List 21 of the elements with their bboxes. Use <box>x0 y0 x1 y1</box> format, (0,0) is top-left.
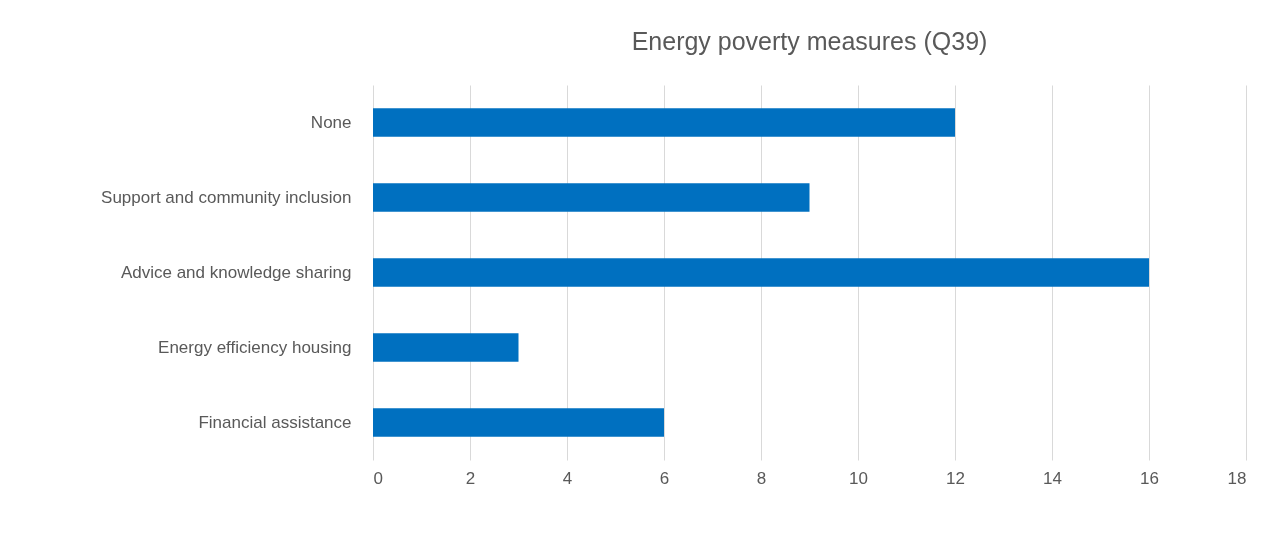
x-tick-label: 16 <box>1140 468 1159 488</box>
x-tick-label: 4 <box>562 468 573 488</box>
x-tick-label: 0 <box>373 468 383 488</box>
x-tick-label: 2 <box>465 468 476 488</box>
x-tick-label: 8 <box>756 468 767 488</box>
bar <box>373 333 519 362</box>
chart-title: Energy poverty measures (Q39) <box>631 27 988 55</box>
y-tick-label: None <box>310 112 352 132</box>
x-tick-label: 10 <box>849 468 868 488</box>
x-tick-label: 18 <box>1227 468 1247 488</box>
x-tick-label: 6 <box>659 468 670 488</box>
x-tick-label: 14 <box>1043 468 1062 488</box>
y-tick-label: Support and community inclusion <box>101 187 352 207</box>
bar <box>373 258 1149 287</box>
bar <box>373 183 810 212</box>
y-tick-label: Financial assistance <box>198 412 352 432</box>
y-tick-label: Advice and knowledge sharing <box>120 262 352 282</box>
bar <box>373 408 664 437</box>
x-tick-label: 12 <box>946 468 965 488</box>
bar <box>373 108 955 137</box>
y-tick-label: Energy efficiency housing <box>158 337 352 357</box>
